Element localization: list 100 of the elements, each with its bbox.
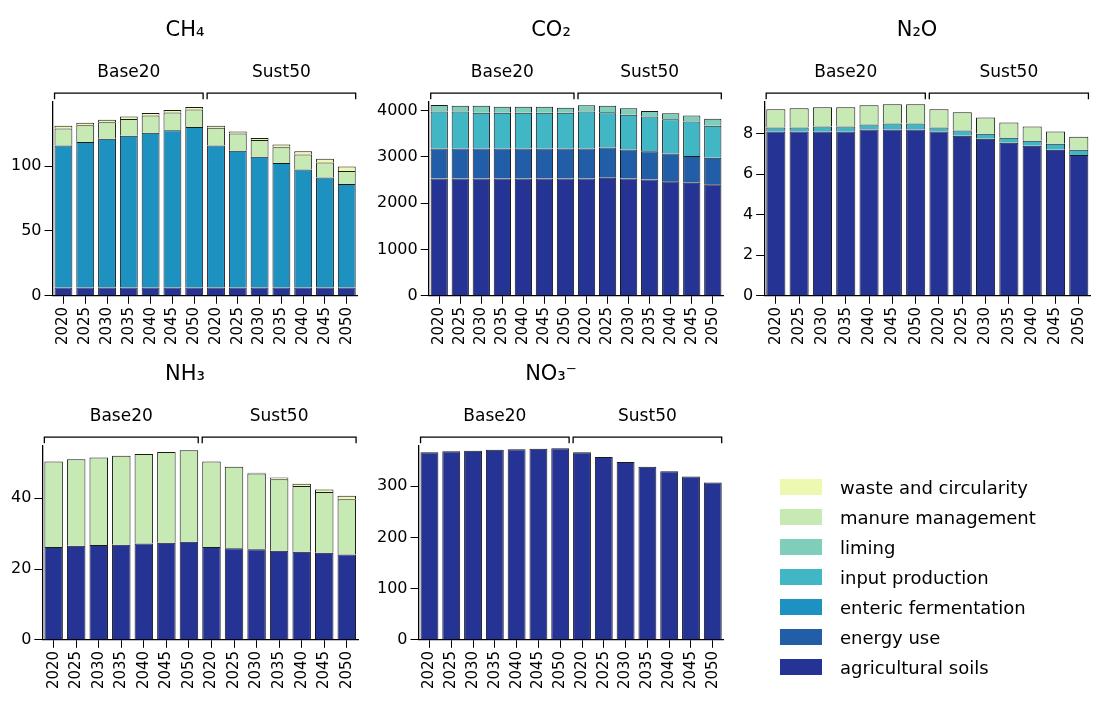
x-tick-label: 2035 bbox=[111, 650, 130, 690]
x-tick-label: 2035 bbox=[484, 650, 503, 690]
legend-label: energy use bbox=[840, 626, 941, 648]
y-tick-label: 0 bbox=[397, 628, 408, 648]
y-tick-label: 0 bbox=[31, 284, 42, 304]
y-tick-label: 100 bbox=[376, 577, 408, 597]
x-tick-label: 2025 bbox=[223, 650, 242, 690]
text: Sust50 bbox=[252, 61, 311, 82]
x-tick-label: 2040 bbox=[660, 306, 679, 346]
y-tick-label: 100 bbox=[10, 155, 42, 175]
x-tick-label: 2050 bbox=[702, 306, 721, 346]
y-tick-label: 3000 bbox=[377, 145, 418, 165]
x-tick-label: 2045 bbox=[534, 306, 553, 346]
x-tick-label: 2050 bbox=[184, 306, 203, 346]
text: Sust50 bbox=[620, 61, 680, 82]
x-tick-label: 2030 bbox=[96, 306, 115, 346]
x-tick-label: 2020 bbox=[205, 306, 224, 346]
x-tick-label: 2030 bbox=[618, 306, 637, 346]
chart-title: CO₂ bbox=[531, 17, 571, 42]
x-tick-label: 2020 bbox=[201, 650, 220, 690]
x-tick-label: 2025 bbox=[75, 306, 94, 346]
chart-title: NH₃ bbox=[165, 361, 205, 386]
x-tick-label: 2020 bbox=[765, 306, 784, 346]
x-tick-label: 2020 bbox=[928, 306, 947, 346]
x-tick-label: 2035 bbox=[637, 650, 656, 690]
x-tick-label: 2045 bbox=[680, 650, 699, 690]
legend-label: agricultural soils bbox=[840, 656, 989, 678]
x-tick-label: 2030 bbox=[246, 650, 265, 690]
x-tick-label: 2035 bbox=[492, 306, 511, 346]
x-tick-label: 2050 bbox=[178, 650, 197, 690]
x-tick-label: 2035 bbox=[269, 650, 288, 690]
chart-title: N₂O bbox=[896, 17, 938, 42]
x-tick-label: 2025 bbox=[441, 650, 460, 690]
x-tick-label: 2030 bbox=[88, 650, 107, 690]
legend-label: waste and circularity bbox=[840, 476, 1028, 498]
x-tick-label: 2045 bbox=[314, 650, 333, 690]
x-tick-label: 2030 bbox=[462, 650, 481, 690]
x-tick-label: 2035 bbox=[271, 306, 290, 346]
text: Base20 bbox=[97, 61, 161, 82]
x-tick-label: 2020 bbox=[43, 650, 62, 690]
text: Base20 bbox=[463, 405, 527, 426]
chart-title: NO₃⁻ bbox=[525, 361, 577, 386]
y-tick-label: 0 bbox=[21, 628, 32, 648]
x-tick-label: 2040 bbox=[513, 306, 532, 346]
x-tick-label: 2050 bbox=[702, 650, 721, 690]
x-tick-label: 2050 bbox=[905, 306, 924, 346]
legend-label: enteric fermentation bbox=[840, 596, 1026, 618]
x-tick-label: 2035 bbox=[639, 306, 658, 346]
x-tick-label: 2045 bbox=[681, 306, 700, 346]
text: Base20 bbox=[814, 61, 878, 82]
y-tick-label: 6 bbox=[742, 163, 754, 183]
x-tick-label: 2025 bbox=[66, 650, 85, 690]
text: Base20 bbox=[470, 61, 534, 82]
y-tick-label: 2000 bbox=[377, 192, 418, 212]
text: Sust50 bbox=[618, 405, 677, 426]
x-tick-label: 2025 bbox=[593, 650, 612, 690]
x-tick-label: 2050 bbox=[336, 306, 355, 346]
x-tick-label: 2045 bbox=[528, 650, 547, 690]
x-tick-label: 2025 bbox=[597, 306, 616, 346]
x-tick-label: 2020 bbox=[571, 650, 590, 690]
x-tick-label: 2045 bbox=[314, 306, 333, 346]
x-tick-label: 2035 bbox=[835, 306, 854, 346]
y-tick-label: 300 bbox=[376, 475, 408, 495]
y-tick-label: 2 bbox=[742, 244, 754, 264]
x-tick-label: 2025 bbox=[952, 306, 971, 346]
y-tick-label: 40 bbox=[11, 487, 32, 507]
x-tick-label: 2040 bbox=[1022, 306, 1041, 346]
y-tick-label: 8 bbox=[742, 122, 754, 142]
x-tick-label: 2020 bbox=[429, 306, 448, 346]
y-tick-label: 0 bbox=[407, 284, 418, 304]
x-tick-label: 2045 bbox=[156, 650, 175, 690]
y-tick-label: 4000 bbox=[377, 99, 418, 119]
y-tick-label: 1000 bbox=[377, 238, 418, 258]
x-tick-label: 2050 bbox=[336, 650, 355, 690]
x-tick-label: 2050 bbox=[550, 650, 569, 690]
x-tick-label: 2020 bbox=[576, 306, 595, 346]
x-tick-label: 2030 bbox=[615, 650, 634, 690]
x-tick-label: 2020 bbox=[419, 650, 438, 690]
text: Base20 bbox=[89, 405, 153, 426]
x-tick-label: 2040 bbox=[133, 650, 152, 690]
x-tick-label: 2040 bbox=[858, 306, 877, 346]
x-tick-label: 2045 bbox=[162, 306, 181, 346]
x-tick-label: 2040 bbox=[506, 650, 525, 690]
x-tick-label: 2040 bbox=[140, 306, 159, 346]
x-tick-label: 2040 bbox=[291, 650, 310, 690]
x-tick-label: 2030 bbox=[975, 306, 994, 346]
x-tick-label: 2045 bbox=[882, 306, 901, 346]
x-tick-label: 2050 bbox=[1068, 306, 1087, 346]
x-tick-label: 2030 bbox=[812, 306, 831, 346]
x-tick-label: 2045 bbox=[1045, 306, 1064, 346]
x-tick-label: 2040 bbox=[293, 306, 312, 346]
legend-label: manure management bbox=[840, 506, 1036, 528]
x-tick-label: 2025 bbox=[450, 306, 469, 346]
text: Sust50 bbox=[979, 61, 1039, 82]
y-tick-label: 4 bbox=[742, 203, 754, 223]
x-tick-label: 2040 bbox=[659, 650, 678, 690]
legend-label: liming bbox=[840, 536, 896, 558]
text: Sust50 bbox=[249, 405, 309, 426]
x-tick-label: 2025 bbox=[227, 306, 246, 346]
x-tick-label: 2030 bbox=[249, 306, 268, 346]
